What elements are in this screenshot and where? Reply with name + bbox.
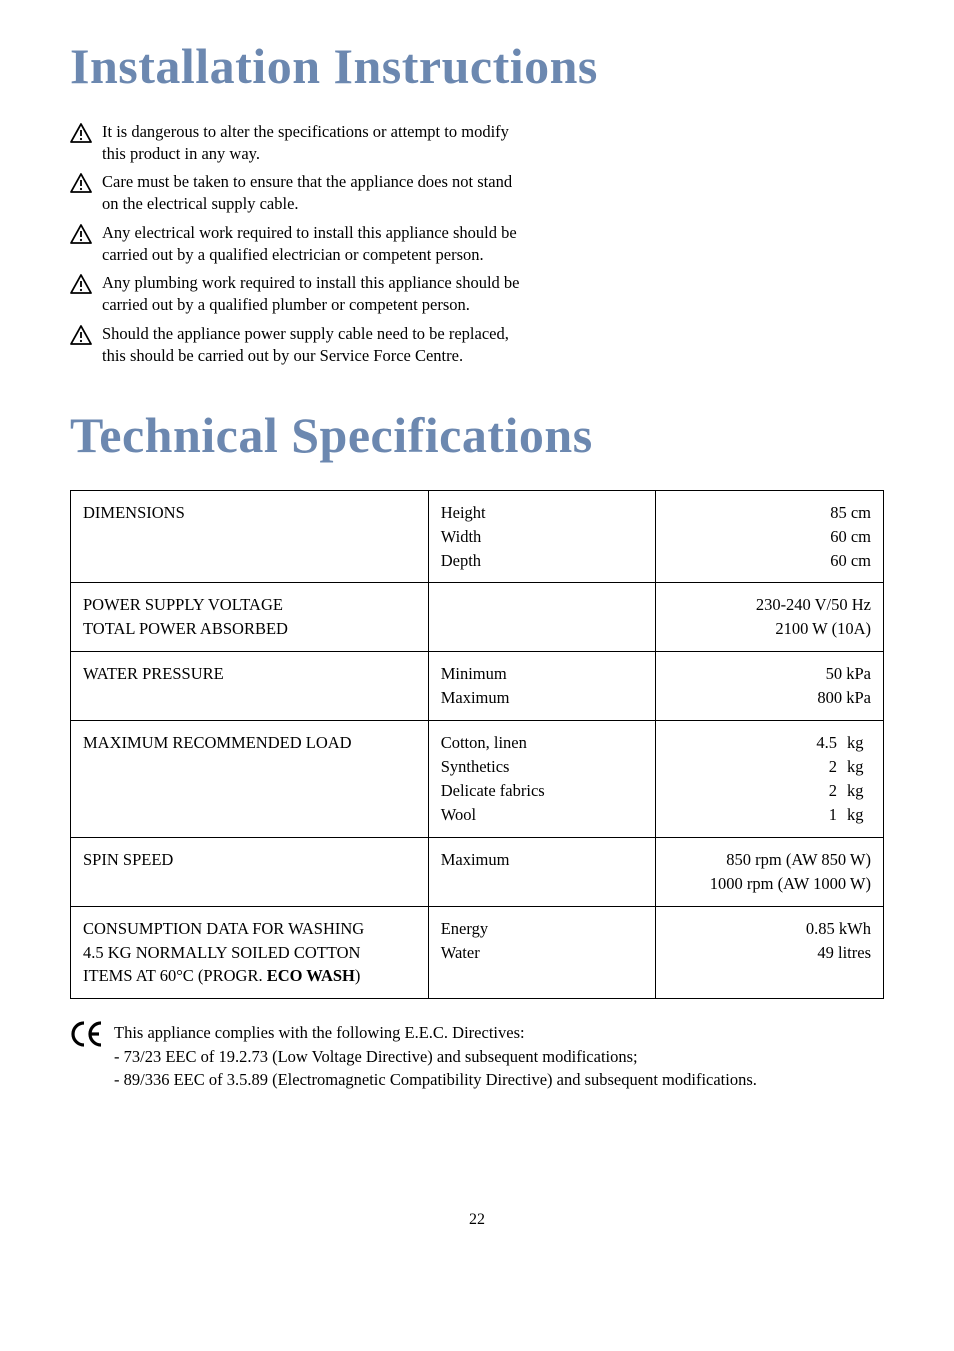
table-row: CONSUMPTION DATA FOR WASHING4.5 KG NORMA… bbox=[71, 906, 884, 999]
warning-triangle-icon bbox=[70, 323, 102, 350]
spec-param-cell: MinimumMaximum bbox=[428, 652, 656, 721]
spec-value-cell: 85 cm60 cm60 cm bbox=[656, 490, 884, 583]
table-row: WATER PRESSUREMinimumMaximum50 kPa800 kP… bbox=[71, 652, 884, 721]
warnings-block: It is dangerous to alter the specificati… bbox=[70, 121, 530, 368]
warning-row: Any electrical work required to install … bbox=[70, 222, 530, 267]
spec-value-cell: 850 rpm (AW 850 W)1000 rpm (AW 1000 W) bbox=[656, 837, 884, 906]
table-row: SPIN SPEEDMaximum850 rpm (AW 850 W)1000 … bbox=[71, 837, 884, 906]
warning-text: Care must be taken to ensure that the ap… bbox=[102, 171, 530, 216]
spec-value-cell: 4.5kg2kg2kg1kg bbox=[656, 721, 884, 838]
warning-row: Should the appliance power supply cable … bbox=[70, 323, 530, 368]
ce-text: This appliance complies with the followi… bbox=[114, 1021, 757, 1090]
technical-title: Technical Specifications bbox=[70, 409, 884, 462]
spec-param-cell: Maximum bbox=[428, 837, 656, 906]
spec-param-cell bbox=[428, 583, 656, 652]
spec-value-cell: 230-240 V/50 Hz2100 W (10A) bbox=[656, 583, 884, 652]
warning-triangle-icon bbox=[70, 121, 102, 148]
spec-label-cell: DIMENSIONS bbox=[71, 490, 429, 583]
spec-label-cell: SPIN SPEED bbox=[71, 837, 429, 906]
spec-table: DIMENSIONSHeightWidthDepth85 cm60 cm60 c… bbox=[70, 490, 884, 1000]
warning-row: Care must be taken to ensure that the ap… bbox=[70, 171, 530, 216]
warning-text: Any plumbing work required to install th… bbox=[102, 272, 530, 317]
spec-label-cell: CONSUMPTION DATA FOR WASHING4.5 KG NORMA… bbox=[71, 906, 429, 999]
page-number: 22 bbox=[70, 1211, 884, 1229]
warning-triangle-icon bbox=[70, 272, 102, 299]
spec-label-cell: POWER SUPPLY VOLTAGETOTAL POWER ABSORBED bbox=[71, 583, 429, 652]
table-row: POWER SUPPLY VOLTAGETOTAL POWER ABSORBED… bbox=[71, 583, 884, 652]
spec-param-cell: HeightWidthDepth bbox=[428, 490, 656, 583]
spec-label-cell: WATER PRESSURE bbox=[71, 652, 429, 721]
warning-triangle-icon bbox=[70, 171, 102, 198]
spec-value-cell: 0.85 kWh49 litres bbox=[656, 906, 884, 999]
spec-param-cell: EnergyWater bbox=[428, 906, 656, 999]
spec-param-cell: Cotton, linenSyntheticsDelicate fabricsW… bbox=[428, 721, 656, 838]
installation-title: Installation Instructions bbox=[70, 40, 884, 93]
spec-value-cell: 50 kPa800 kPa bbox=[656, 652, 884, 721]
warning-text: Any electrical work required to install … bbox=[102, 222, 530, 267]
ce-compliance: This appliance complies with the followi… bbox=[70, 1021, 884, 1090]
warning-row: It is dangerous to alter the specificati… bbox=[70, 121, 530, 166]
table-row: DIMENSIONSHeightWidthDepth85 cm60 cm60 c… bbox=[71, 490, 884, 583]
warning-text: Should the appliance power supply cable … bbox=[102, 323, 530, 368]
ce-mark-icon bbox=[70, 1021, 104, 1051]
warning-text: It is dangerous to alter the specificati… bbox=[102, 121, 530, 166]
warning-row: Any plumbing work required to install th… bbox=[70, 272, 530, 317]
warning-triangle-icon bbox=[70, 222, 102, 249]
table-row: MAXIMUM RECOMMENDED LOADCotton, linenSyn… bbox=[71, 721, 884, 838]
spec-label-cell: MAXIMUM RECOMMENDED LOAD bbox=[71, 721, 429, 838]
